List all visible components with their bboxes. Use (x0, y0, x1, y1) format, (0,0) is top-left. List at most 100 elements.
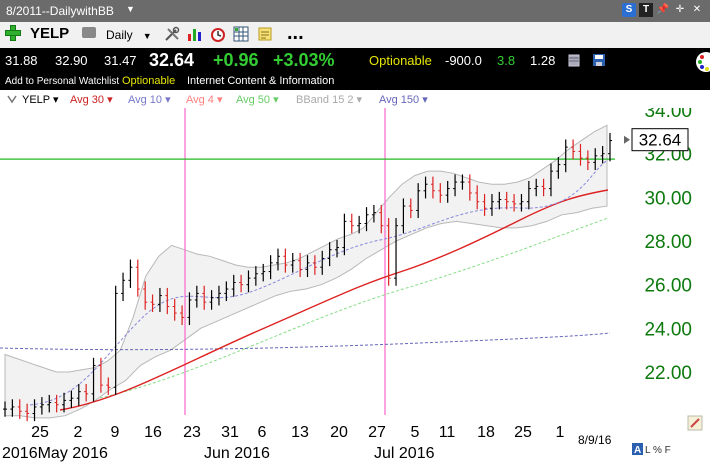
y-tick-label: 22.00 (644, 363, 692, 384)
ohlc-bar (69, 390, 74, 409)
info-bar: Add to Personal Watchlist Optionable Int… (0, 74, 710, 90)
symbol-label[interactable]: YELP (30, 25, 70, 42)
window-controls: S T 📌 ✛ ✕ (622, 3, 704, 17)
tools-icon[interactable] (164, 26, 180, 42)
bar-chart-icon[interactable] (187, 26, 203, 42)
ohlc-bar (91, 357, 96, 402)
ohlc-bar (187, 292, 192, 326)
quote-value-3: 1.28 (530, 53, 556, 68)
ohlc-bar (526, 180, 531, 210)
ohlc-bar (519, 194, 524, 212)
indicator-yelp[interactable]: YELP ▾ (22, 94, 59, 106)
ohlc-bar (180, 305, 185, 326)
x-tick-label: 5 (411, 424, 420, 441)
x-tick-label: 25 (31, 424, 49, 441)
ohlc-bar (3, 401, 7, 417)
ohlc-bar (342, 213, 347, 256)
ohlc-bar (283, 248, 288, 273)
last-price: 32.64 (149, 50, 195, 70)
ohlc-bar (600, 146, 605, 164)
x-tick-label: 27 (368, 424, 386, 441)
save-icon[interactable] (592, 53, 606, 67)
month-label: Jun 2016 (204, 445, 270, 462)
indicator-bband-15-2[interactable]: BBand 15 2 ▾ (296, 94, 363, 106)
ohlc-bar (379, 204, 384, 234)
close-icon[interactable]: ✕ (692, 4, 702, 15)
add-icon[interactable] (5, 25, 21, 41)
ohlc-bar (416, 183, 421, 219)
ohlc-bar (113, 285, 118, 395)
ohlc-bar (386, 218, 391, 286)
ohlc-bar (253, 266, 258, 286)
month-label: Jul 2016 (374, 445, 435, 462)
x-tick-label: 13 (291, 424, 309, 441)
ohlc-bar (467, 174, 472, 201)
ohlc-bar (504, 191, 509, 210)
change-percent: +3.03% (273, 50, 335, 70)
edit-icon (690, 418, 700, 428)
s-icon[interactable]: S (622, 3, 636, 17)
ohlc-bar (408, 198, 413, 219)
ohlc-bar (585, 150, 590, 171)
move-icon[interactable]: ✛ (675, 4, 685, 15)
ohlc-bar (202, 285, 207, 310)
window-title: 8/2011--DailywithBB (6, 4, 114, 18)
y-tick-label: 26.00 (644, 276, 692, 297)
ohlc-bar (475, 185, 480, 210)
indicator-legend: YELP ▾ Avg 30 ▾ Avg 10 ▾ Avg 4 ▾ Avg 50 ▾ BBa… (0, 90, 710, 109)
ohlc-bar (25, 403, 30, 422)
ohlc-bar (121, 272, 126, 302)
alarm-clock-icon[interactable] (210, 26, 226, 42)
ohlc-bar (261, 263, 266, 282)
indicator-avg-50[interactable]: Avg 50 ▾ (236, 94, 279, 106)
ohlc-bar (512, 194, 517, 212)
indicator-avg-30[interactable]: Avg 30 ▾ (70, 94, 113, 106)
color-wheel-icon[interactable] (692, 50, 710, 74)
ohlc-bar (216, 285, 221, 306)
quote-bar: 31.88 32.90 31.47 32.64 +0.96 +3.03% Opt… (0, 48, 710, 74)
ohlc-bar (357, 215, 362, 234)
quote-value-2: 3.8 (497, 53, 516, 68)
grid-icon[interactable] (233, 26, 249, 42)
a-icon: A (634, 445, 641, 456)
price-chart[interactable]: 34.0032.0030.0028.0026.0024.0022.0032.64… (0, 108, 710, 463)
indicator-avg-150[interactable]: Avg 150 ▾ (379, 94, 428, 106)
indicator-avg-4[interactable]: Avg 4 ▾ (186, 94, 223, 106)
ohlc-bar (327, 242, 332, 267)
ohlc-bar (320, 250, 325, 275)
t-icon[interactable]: T (639, 3, 653, 17)
ohlc-bar (246, 270, 251, 293)
ohlc-bar (489, 194, 494, 216)
period-label: Daily (106, 28, 133, 42)
add-watchlist-link[interactable]: Add to Personal Watchlist (5, 76, 120, 87)
pin-icon[interactable]: 📌 (656, 4, 670, 15)
date-corner-label: 8/9/16 (578, 433, 612, 447)
ohlc-bar (194, 285, 199, 308)
title-dropdown-icon[interactable]: ▼ (126, 4, 135, 14)
chevron-down-icon: ▼ (142, 31, 152, 41)
ohlc-bar (364, 207, 369, 232)
x-tick-label: 11 (439, 424, 456, 441)
ohlc-bar (335, 239, 340, 258)
ohlc-bar (239, 274, 244, 293)
ohlc-bar (563, 139, 568, 173)
ohlc-bar (445, 180, 450, 203)
more-menu[interactable]: ... (287, 22, 304, 44)
y-tick-label: 34.00 (644, 108, 692, 122)
lpf-icons: L % F (645, 445, 671, 456)
collapse-icon[interactable] (7, 94, 17, 104)
ohlc-bar (172, 298, 177, 321)
indicator-avg-10[interactable]: Avg 10 ▾ (128, 94, 171, 106)
note-icon[interactable] (257, 26, 273, 42)
ohlc-bar (62, 392, 67, 413)
ohlc-bar (312, 255, 317, 275)
ohlc-bar (32, 399, 37, 422)
x-tick-label: 16 (144, 424, 162, 441)
period-select[interactable]: Daily ▼ (106, 28, 152, 42)
ohlc-bar (556, 156, 561, 179)
ohlc-bar (84, 384, 89, 402)
printer-icon[interactable] (82, 27, 96, 38)
stack-icon[interactable] (567, 53, 581, 67)
ohlc-bar (438, 183, 443, 203)
ohlc-bar (430, 176, 435, 199)
